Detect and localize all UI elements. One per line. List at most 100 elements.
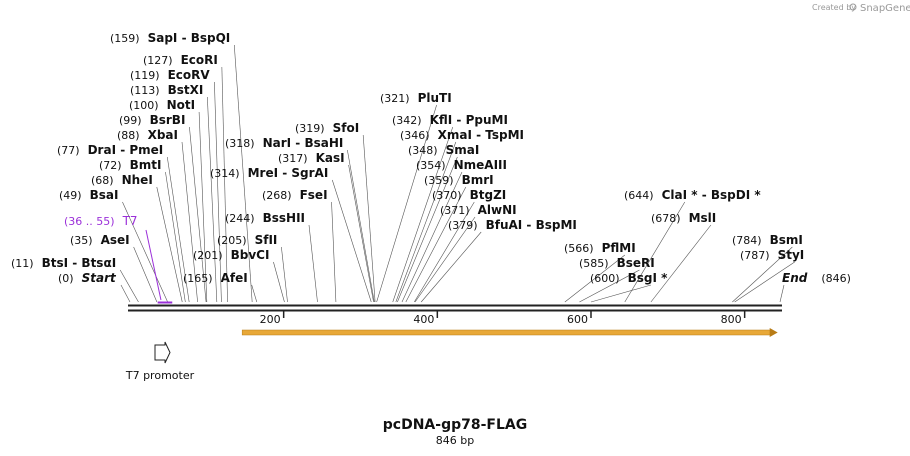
leader-msli [650, 224, 712, 303]
site-label-bbvci[interactable]: (201) BbvCI [193, 248, 269, 262]
site-label-bsai[interactable]: (49) BsaI [59, 188, 118, 202]
site-name: NmeAIII [454, 158, 507, 172]
site-label-asei[interactable]: (35) AseI [70, 233, 130, 247]
map-title: pcDNA-gp78-FLAG [383, 417, 527, 433]
site-position: (346) [400, 129, 430, 142]
feature-orf[interactable] [241, 328, 778, 337]
ruler-tick-label: 400 [413, 313, 434, 326]
site-label-afei[interactable]: (165) AfeI [183, 271, 248, 285]
site-name: KasI [316, 151, 345, 165]
site-label-mrei[interactable]: (314) MreI - SgrAI [210, 166, 328, 180]
site-name: NarI - BsaHI [263, 136, 344, 150]
t7-promoter-arrow-icon[interactable] [154, 341, 171, 364]
site-name: NotI [167, 98, 196, 112]
site-label-bmri[interactable]: (359) BmrI [424, 173, 494, 187]
site-name: BsgI * [628, 271, 669, 285]
site-label-bsshii[interactable]: (244) BssHII [225, 211, 305, 225]
leader-bfuai [420, 231, 482, 303]
leader-start [120, 284, 131, 303]
site-label-sapi[interactable]: (159) SapI - BspQI [110, 31, 230, 45]
site-position: (88) [117, 129, 140, 142]
credit-prefix: Created by [812, 3, 856, 12]
site-position: (342) [392, 114, 422, 127]
leader-btgzi [414, 201, 475, 303]
site-name: BtsI - BtsαI [42, 256, 117, 270]
site-label-smai[interactable]: (348) SmaI [408, 143, 479, 157]
site-name: BmtI [130, 158, 162, 172]
leader-bsai [122, 201, 168, 303]
site-label-ecori[interactable]: (127) EcoRI [143, 53, 218, 67]
site-name: SfoI [333, 121, 360, 135]
snapgene-credit: Created by SnapGene [812, 3, 910, 14]
site-label-sfoi[interactable]: (319) SfoI [295, 121, 359, 135]
site-label-clai[interactable]: (644) ClaI * - BspDI * [624, 188, 761, 202]
site-name: MreI - SgrAI [248, 166, 329, 180]
site-label-bfuai[interactable]: (379) BfuAI - BspMI [448, 218, 577, 232]
site-label-btsi[interactable]: (11) BtsI - BtsαI [11, 256, 116, 270]
site-label-fsei[interactable]: (268) FseI [262, 188, 328, 202]
site-label-ecorv[interactable]: (119) EcoRV [130, 68, 210, 82]
site-label-bsmi[interactable]: (784) BsmI [732, 233, 803, 247]
leader-bseri [579, 269, 640, 303]
site-position: (678) [651, 212, 681, 225]
leader-drai [166, 156, 190, 303]
sequence-backbone [128, 304, 782, 312]
site-label-noti[interactable]: (100) NotI [129, 98, 195, 112]
site-label-btgzi[interactable]: (370) BtgZI [432, 188, 506, 202]
leader-bmti [165, 171, 186, 303]
site-position: (644) [624, 189, 654, 202]
site-name: SapI - BspQI [148, 31, 231, 45]
leader-noti [198, 111, 208, 303]
site-label-drai[interactable]: (77) DraI - PmeI [57, 143, 163, 157]
site-position: (201) [193, 249, 223, 262]
site-label-xbai[interactable]: (88) XbaI [117, 128, 178, 142]
site-label-bsrbi[interactable]: (99) BsrBI [119, 113, 185, 127]
site-position: (159) [110, 32, 140, 45]
site-label-nhei[interactable]: (68) NheI [91, 173, 153, 187]
site-leader-lines [119, 44, 795, 303]
site-label-bstxi[interactable]: (113) BstXI [130, 83, 203, 97]
leader-ecorv [214, 81, 222, 303]
site-name: StyI [778, 248, 805, 262]
site-name: PluTI [418, 91, 452, 105]
leader-bsrbi [189, 126, 207, 303]
site-label-bseri[interactable]: (585) BseRI [579, 256, 655, 270]
leader-asei [133, 246, 158, 303]
site-name: End [782, 271, 808, 285]
site-label-kasi[interactable]: (317) KasI [278, 151, 345, 165]
site-position: (371) [440, 204, 470, 217]
site-label-styi[interactable]: (787) StyI [740, 248, 804, 262]
credit-brand: SnapGene [860, 3, 910, 14]
site-position: (127) [143, 54, 173, 67]
site-label-alwni[interactable]: (371) AlwNI [440, 203, 517, 217]
site-label-pflmi[interactable]: (566) PflMI [564, 241, 636, 255]
t7-short-name: T7 [122, 214, 138, 228]
site-position: (268) [262, 189, 292, 202]
leader-plutI [376, 104, 437, 303]
site-label-start[interactable]: (0) Start [58, 271, 117, 285]
site-label-xmai[interactable]: (346) XmaI - TspMI [400, 128, 524, 142]
ruler-tick-label: 200 [260, 313, 281, 326]
site-position: (68) [91, 174, 114, 187]
site-name: BsmI [770, 233, 803, 247]
site-label-end[interactable]: End (846) [782, 271, 851, 285]
site-position: (354) [416, 159, 446, 172]
site-label-bsgi[interactable]: (600) BsgI * [590, 271, 668, 285]
site-label-plutI[interactable]: (321) PluTI [380, 91, 452, 105]
site-position: (0) [58, 272, 74, 285]
site-label-sfli[interactable]: (205) SfII [217, 233, 277, 247]
site-name: FseI [300, 188, 328, 202]
site-position: (35) [70, 234, 93, 247]
t7-range-label: (36 .. 55) [64, 215, 115, 228]
site-position: (370) [432, 189, 462, 202]
site-position: (348) [408, 144, 438, 157]
feature-t7-promoter[interactable]: (36 .. 55) T7 T7 promoter [64, 214, 195, 382]
site-label-bmti[interactable]: (72) BmtI [99, 158, 161, 172]
orf-arrow-bar[interactable] [241, 329, 772, 336]
ruler-ticks: 200 400 600 800 [260, 311, 746, 326]
site-label-nmeaiii[interactable]: (354) NmeAIII [416, 158, 507, 172]
site-label-kfli[interactable]: (342) KflI - PpuMI [392, 113, 508, 127]
site-label-nari[interactable]: (318) NarI - BsaHI [225, 136, 343, 150]
site-label-msli[interactable]: (678) MslI [651, 211, 716, 225]
